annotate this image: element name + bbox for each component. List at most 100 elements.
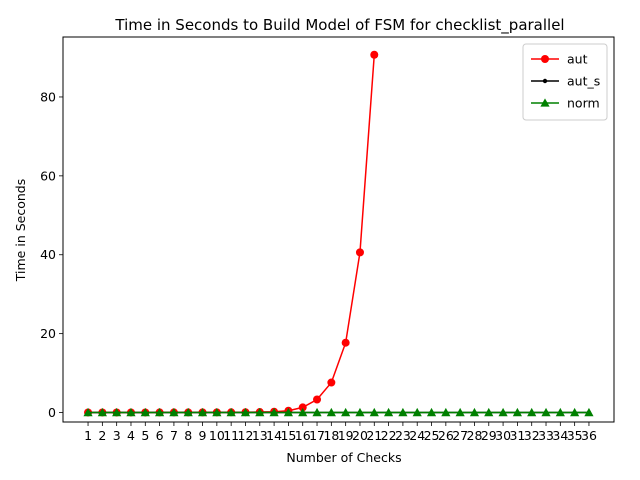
x-tick-label: 13 <box>252 428 268 443</box>
data-point-norm <box>584 407 594 417</box>
x-tick-label: 11 <box>223 428 239 443</box>
x-tick-label: 20 <box>352 428 368 443</box>
x-tick-label: 16 <box>295 428 311 443</box>
x-tick-label: 27 <box>452 428 468 443</box>
data-point-norm <box>369 407 379 417</box>
x-tick-label: 29 <box>481 428 497 443</box>
plot-area <box>83 50 594 417</box>
data-point-norm <box>426 407 437 417</box>
axes-frame <box>62 36 615 423</box>
series-line-aut <box>88 54 376 414</box>
x-tick-label: 32 <box>524 428 540 443</box>
x-tick-label: 17 <box>309 428 325 443</box>
y-tick-label: 40 <box>40 247 56 262</box>
data-point-norm <box>555 407 565 417</box>
data-point-norm <box>298 407 308 417</box>
legend-marker-aut <box>541 55 549 63</box>
data-point-norm <box>169 407 179 417</box>
series-aut <box>84 50 379 417</box>
data-point-norm <box>226 407 236 417</box>
data-point-norm <box>83 407 93 417</box>
x-tick-label: 12 <box>238 428 254 443</box>
legend-label-aut: aut <box>567 52 588 67</box>
data-point-norm <box>312 407 322 417</box>
x-tick-label: 33 <box>538 428 554 443</box>
x-tick-label: 36 <box>581 428 597 443</box>
y-tick-label: 80 <box>40 89 56 104</box>
legend-marker-aut_s <box>542 78 548 84</box>
data-point-norm <box>212 407 222 417</box>
x-tick-label: 8 <box>184 428 192 443</box>
x-tick-label: 18 <box>323 428 339 443</box>
x-tick-label: 28 <box>467 428 483 443</box>
data-point-norm <box>570 407 580 417</box>
data-point-norm <box>383 407 394 417</box>
x-tick-label: 22 <box>381 428 397 443</box>
data-point-norm <box>412 407 422 417</box>
data-point-norm <box>512 407 522 417</box>
legend-label-aut_s: aut_s <box>567 74 600 89</box>
data-point-norm <box>155 407 165 417</box>
legend-label-norm: norm <box>567 96 600 111</box>
x-tick-label: 21 <box>366 428 382 443</box>
data-point-norm <box>269 407 279 417</box>
x-axis-label: Number of Checks <box>286 450 401 465</box>
x-tick-label: 9 <box>199 428 207 443</box>
x-tick-label: 19 <box>338 428 354 443</box>
y-tick-label: 60 <box>40 168 56 183</box>
data-point-aut <box>298 403 307 412</box>
data-point-norm <box>498 407 508 417</box>
data-point-norm <box>355 407 365 417</box>
data-point-norm <box>398 407 408 417</box>
data-point-norm <box>126 407 136 417</box>
x-tick-label: 31 <box>509 428 525 443</box>
data-point-norm <box>469 407 480 417</box>
data-point-norm <box>484 407 494 417</box>
data-point-norm <box>541 407 551 417</box>
x-tick-label: 1 <box>84 428 92 443</box>
x-tick-label: 10 <box>209 428 225 443</box>
x-tick-label: 3 <box>113 428 121 443</box>
x-tick-label: 7 <box>170 428 178 443</box>
x-tick-label: 25 <box>424 428 440 443</box>
data-point-aut <box>327 378 336 387</box>
x-tick-label: 23 <box>395 428 411 443</box>
data-point-norm <box>283 407 294 417</box>
data-point-norm <box>97 407 107 417</box>
x-tick-label: 24 <box>409 428 425 443</box>
x-tick-label: 14 <box>266 428 282 443</box>
series-norm <box>83 407 594 417</box>
data-point-aut <box>355 248 364 257</box>
x-axis: 1 2 3 4 5 6 7 8 9 1011121314151617181920212223242… <box>84 422 597 443</box>
x-tick-label: 2 <box>98 428 106 443</box>
x-tick-label: 26 <box>438 428 454 443</box>
data-point-aut <box>370 50 379 59</box>
x-tick-label: 35 <box>567 428 583 443</box>
x-tick-label: 4 <box>127 428 135 443</box>
data-point-norm <box>112 407 122 417</box>
x-tick-label: 6 <box>156 428 164 443</box>
data-point-norm <box>240 407 251 417</box>
data-point-norm <box>183 407 193 417</box>
data-point-norm <box>326 407 336 417</box>
data-point-norm <box>455 407 465 417</box>
data-point-norm <box>441 407 451 417</box>
y-axis: 0 20 40 60 80 <box>40 89 63 420</box>
data-point-aut <box>341 338 350 347</box>
y-tick-label: 20 <box>40 326 56 341</box>
data-point-norm <box>527 407 537 417</box>
x-tick-label: 30 <box>495 428 511 443</box>
data-point-norm <box>197 407 208 417</box>
x-tick-label: 5 <box>141 428 149 443</box>
x-tick-label: 34 <box>552 428 568 443</box>
data-point-norm <box>255 407 265 417</box>
y-tick-label: 0 <box>48 405 56 420</box>
data-point-norm <box>140 407 150 417</box>
chart-title: Time in Seconds to Build Model of FSM fo… <box>114 16 564 35</box>
data-point-norm <box>341 407 351 417</box>
x-tick-label: 15 <box>280 428 296 443</box>
data-point-aut <box>313 395 322 404</box>
legend-marker-norm <box>540 98 550 107</box>
